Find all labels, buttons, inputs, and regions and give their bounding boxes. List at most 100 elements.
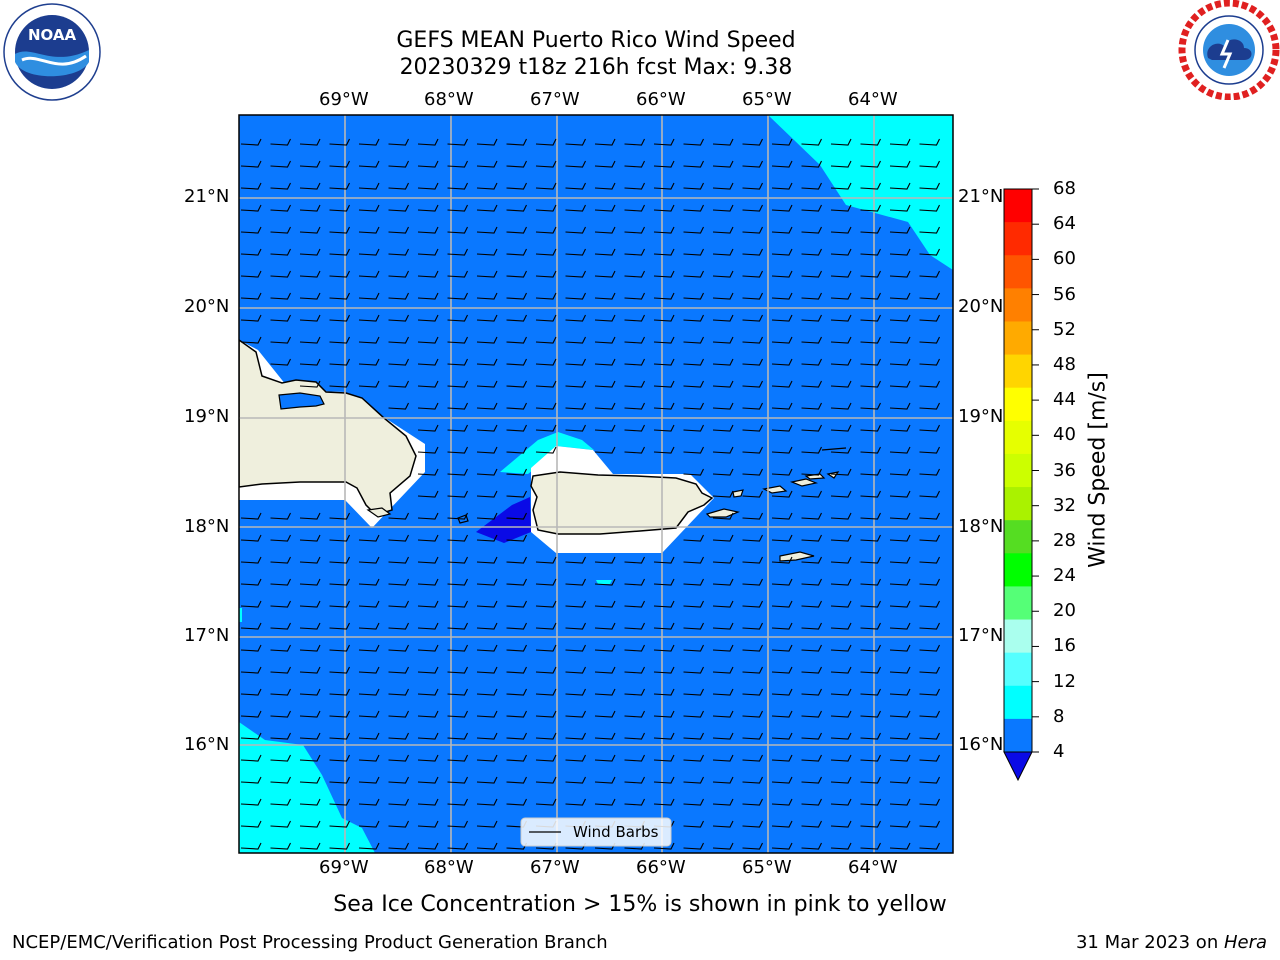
wind-barb	[240, 182, 262, 190]
wind-barb	[535, 160, 557, 168]
wind-barb	[476, 204, 498, 212]
colorbar-swatch	[1004, 619, 1032, 654]
wind-barb	[801, 490, 822, 498]
wind-barb	[565, 270, 586, 278]
hispaniola-land	[239, 339, 417, 516]
wind-barb	[299, 842, 321, 850]
wind-barb	[801, 358, 822, 366]
wind-barb	[388, 600, 409, 608]
lat-label-left: 17°N	[184, 625, 230, 646]
wind-barb	[889, 666, 911, 674]
wind-barb	[771, 490, 793, 498]
wind-barb	[860, 402, 881, 410]
wind-barb	[270, 534, 291, 542]
wind-barb	[270, 336, 291, 344]
wind-barb	[417, 688, 439, 696]
wind-barb	[771, 336, 793, 344]
wind-barb	[830, 358, 852, 366]
wind-barb	[299, 380, 321, 388]
wind-barb	[476, 798, 498, 806]
wind-barb	[270, 688, 291, 696]
wind-barb	[388, 622, 409, 630]
wind-barb	[240, 600, 262, 608]
wind-barb	[801, 204, 822, 212]
wind-barb	[653, 666, 675, 674]
wind-barb	[388, 248, 409, 256]
wind-barb	[299, 600, 321, 608]
wind-barb	[447, 534, 468, 542]
wind-barb	[329, 160, 350, 168]
wind-barb	[712, 468, 734, 476]
wind-barb	[506, 512, 527, 520]
hispaniola-bay	[278, 392, 325, 410]
wind-barb	[358, 380, 380, 388]
wind-barb	[270, 512, 291, 520]
wind-barb	[417, 842, 439, 850]
wind-barb	[860, 424, 881, 432]
wind-barb	[476, 534, 498, 542]
graticule	[239, 115, 953, 853]
colorbar-swatch	[1004, 255, 1032, 289]
wind-barb	[535, 336, 557, 344]
wind-barb	[889, 644, 911, 652]
wind-barb	[270, 160, 291, 168]
wind-barb	[889, 402, 911, 410]
wind-barb	[742, 380, 763, 388]
colorbar-swatch	[1004, 487, 1032, 521]
wind-barb	[506, 358, 527, 366]
wind-barb	[712, 314, 734, 322]
wind-barb	[358, 292, 380, 300]
wind-barb	[683, 710, 704, 718]
wind-barb	[329, 380, 350, 388]
wind-barb	[683, 666, 704, 674]
wind-barb	[830, 578, 852, 586]
wind-barb	[801, 820, 822, 828]
wind-barb	[889, 534, 911, 542]
wind-barb	[830, 556, 852, 564]
wind-barb	[860, 248, 881, 256]
wind-barb	[801, 226, 822, 234]
virgin-gorda-island	[826, 471, 840, 479]
colorbar-tick-label: 44	[1053, 389, 1076, 411]
colorbar-tick-label: 64	[1053, 213, 1076, 235]
wind-barb	[476, 160, 498, 168]
wind-barb	[920, 865, 940, 871]
wind-barb	[830, 446, 852, 454]
wind-barb	[683, 820, 704, 828]
wind-barb	[801, 622, 822, 630]
wind-barb	[240, 622, 262, 630]
wind-barb	[771, 600, 793, 608]
wind-barb	[535, 248, 557, 256]
wind-barb	[506, 160, 527, 168]
wind-barb	[830, 798, 852, 806]
wind-barb	[742, 732, 763, 740]
wind-barb	[299, 204, 321, 212]
wind-barb	[417, 336, 439, 344]
wind-barb	[388, 798, 409, 806]
wind-barb	[388, 754, 409, 762]
wind-barb	[712, 182, 734, 190]
wind-barb	[535, 380, 557, 388]
wind-barb	[358, 358, 380, 366]
wind-barb	[653, 160, 675, 168]
wind-barb	[329, 182, 350, 190]
wind-barb	[476, 556, 498, 564]
wind-barb	[594, 556, 616, 564]
wind-barb	[565, 578, 586, 586]
wind-barb	[329, 776, 350, 784]
wind-barb	[476, 622, 498, 630]
colorbar-swatch	[1004, 387, 1032, 422]
wind-barb	[860, 204, 881, 212]
wind-barb	[240, 732, 262, 740]
wind-barb	[388, 314, 409, 322]
wind-barb	[535, 556, 557, 564]
wind-barb	[299, 666, 321, 674]
wind-barb	[535, 402, 557, 410]
wind-barb	[683, 600, 704, 608]
wind-barb	[388, 644, 409, 652]
wind-barb	[594, 358, 616, 366]
wind-barb	[388, 270, 409, 278]
wind-barb	[742, 710, 763, 718]
wind-barb	[594, 424, 616, 432]
wind-barb	[683, 424, 704, 432]
